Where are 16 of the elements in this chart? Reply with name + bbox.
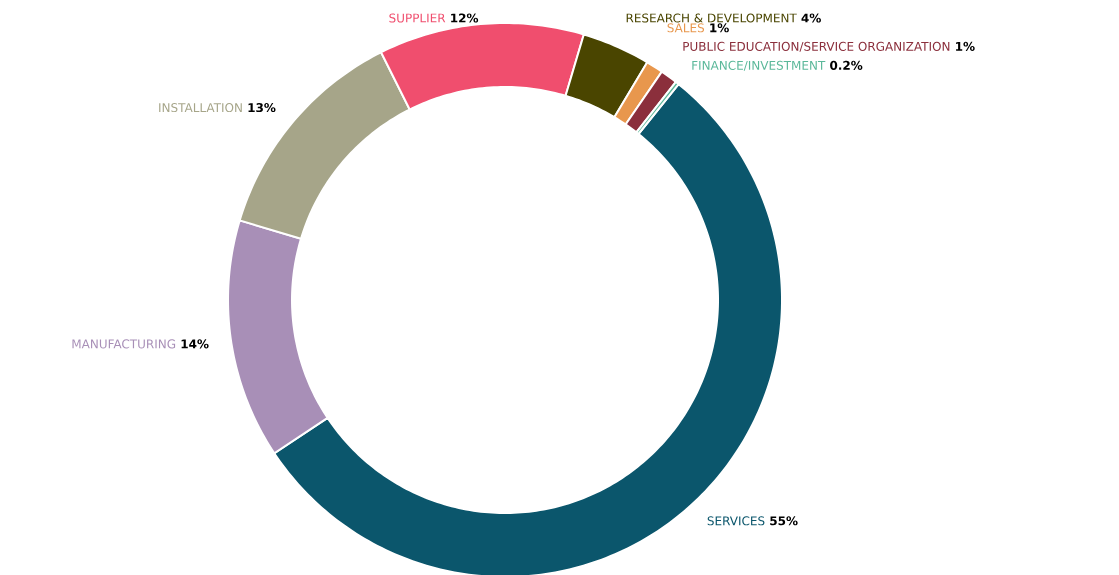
data-label: 1% [956,41,975,51]
slice-label: SALES [667,23,705,33]
data-label: 1% [710,23,729,33]
slice-label: SERVICES [707,516,765,526]
slice-label: RESEARCH & DEVELOPMENT [626,13,797,23]
data-label: 12% [451,13,479,23]
data-label: 0.2% [830,60,863,70]
data-label: 13% [248,103,276,113]
slice-label: INSTALLATION [159,103,242,113]
slice-label: SUPPLIER [389,13,446,23]
slice-label: FINANCE/INVESTMENT [692,60,826,71]
data-label: 4% [801,13,821,23]
slice-label: MANUFACTURING [72,339,176,349]
data-label: 14% [181,339,209,349]
slice-label: PUBLIC EDUCATION/SERVICE ORGANIZATION [683,41,950,52]
data-label: 55% [770,516,798,526]
